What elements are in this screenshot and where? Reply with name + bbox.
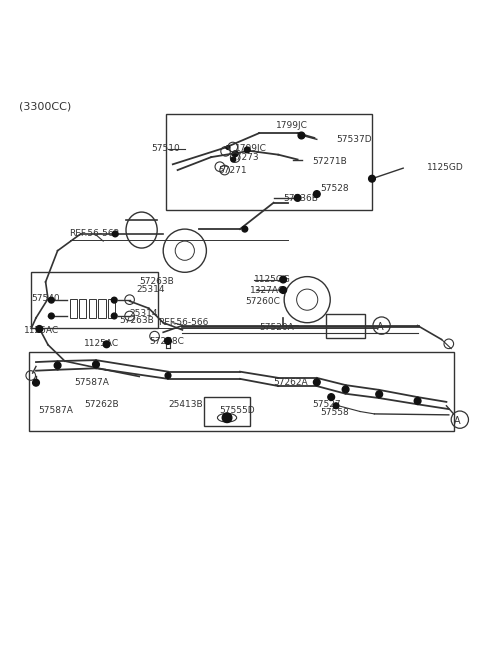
Circle shape [165,373,171,379]
Text: REF.56-566: REF.56-566 [158,318,209,328]
Circle shape [369,176,375,182]
Circle shape [232,151,238,157]
Text: 57262A: 57262A [274,378,308,387]
Bar [79,299,86,318]
Text: 57536B: 57536B [283,195,318,203]
Bar [31,272,158,328]
Bar [108,299,115,318]
Circle shape [376,391,383,398]
Circle shape [280,287,287,293]
Text: 57271B: 57271B [312,157,347,166]
Circle shape [242,226,248,232]
Circle shape [333,403,339,409]
Text: 57260C: 57260C [245,297,280,306]
Circle shape [93,361,99,368]
Bar [89,299,96,318]
Text: A: A [454,416,460,426]
Text: 25314: 25314 [130,309,158,318]
Circle shape [48,297,54,303]
Text: 57527: 57527 [312,400,341,409]
Circle shape [226,145,230,149]
Circle shape [280,276,287,283]
Text: 25314: 25314 [137,285,165,293]
Circle shape [313,191,320,197]
Circle shape [111,313,117,319]
Circle shape [54,362,61,369]
Text: 57510: 57510 [151,145,180,153]
Circle shape [298,132,305,139]
Bar [29,352,454,431]
Text: 25413B: 25413B [168,400,203,409]
Text: (3300CC): (3300CC) [19,102,72,112]
Circle shape [103,341,110,348]
Text: 1799JC: 1799JC [276,121,308,130]
Text: 57587A: 57587A [38,405,73,415]
Text: 57263B: 57263B [119,316,154,326]
Circle shape [165,337,171,345]
Text: 57268C: 57268C [149,337,184,346]
Text: 57271: 57271 [218,166,247,175]
Text: 57587A: 57587A [74,378,109,387]
Text: 57520A: 57520A [259,323,294,332]
Circle shape [244,147,250,153]
Circle shape [111,297,117,303]
Circle shape [48,313,54,319]
Bar [166,114,372,210]
Text: 1327AC: 1327AC [250,286,285,295]
Text: 1125GG: 1125GG [254,275,291,284]
Circle shape [414,398,421,404]
Text: 57263B: 57263B [139,277,174,286]
Circle shape [342,386,349,393]
Text: 1125AC: 1125AC [84,339,119,348]
Text: 57555D: 57555D [219,406,254,415]
Circle shape [313,379,320,386]
Bar [70,299,77,318]
Circle shape [328,394,335,400]
Text: 1125GD: 1125GD [427,163,464,172]
Text: 57262B: 57262B [84,400,119,409]
Text: 57528: 57528 [321,184,349,193]
Text: 57537D: 57537D [336,135,372,144]
Text: 1125AC: 1125AC [24,326,59,335]
Circle shape [222,413,232,422]
Circle shape [33,379,39,386]
Text: 57540: 57540 [31,294,60,303]
Circle shape [231,157,236,162]
Text: 57558: 57558 [321,409,349,417]
Bar [204,397,250,426]
Text: A: A [377,322,384,331]
Circle shape [112,231,118,236]
Text: 57273: 57273 [230,153,259,162]
Bar [326,314,365,337]
Text: REF.56-562: REF.56-562 [70,229,120,238]
Circle shape [36,326,43,332]
Bar [98,299,106,318]
Circle shape [294,195,301,201]
Text: 1799JC: 1799JC [235,145,267,153]
